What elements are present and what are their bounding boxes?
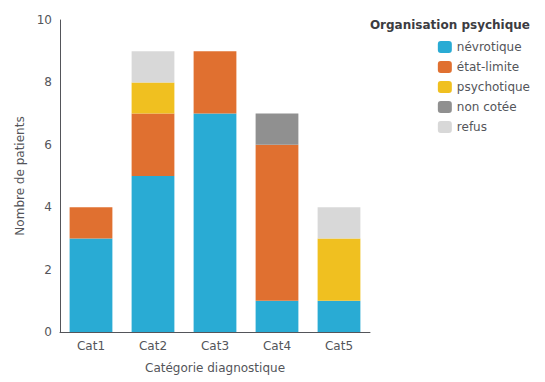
svg-text:Catégorie diagnostique: Catégorie diagnostique xyxy=(145,361,285,375)
svg-text:Cat5: Cat5 xyxy=(325,339,353,353)
svg-text:6: 6 xyxy=(44,138,52,152)
svg-text:état-limite: état-limite xyxy=(457,60,519,74)
svg-text:Cat3: Cat3 xyxy=(201,339,229,353)
svg-text:0: 0 xyxy=(44,325,52,339)
svg-text:Cat4: Cat4 xyxy=(263,339,291,353)
svg-text:Cat2: Cat2 xyxy=(139,339,167,353)
svg-text:névrotique: névrotique xyxy=(457,40,522,54)
svg-text:non cotée: non cotée xyxy=(457,100,517,114)
svg-text:Cat1: Cat1 xyxy=(77,339,105,353)
svg-text:8: 8 xyxy=(44,75,52,89)
svg-text:Organisation psychique: Organisation psychique xyxy=(370,18,530,32)
svg-text:4: 4 xyxy=(44,200,52,214)
svg-text:10: 10 xyxy=(37,13,52,27)
svg-text:refus: refus xyxy=(457,120,487,134)
svg-text:Nombre de patients: Nombre de patients xyxy=(13,116,27,235)
svg-text:psychotique: psychotique xyxy=(457,80,530,94)
svg-text:2: 2 xyxy=(44,263,52,277)
